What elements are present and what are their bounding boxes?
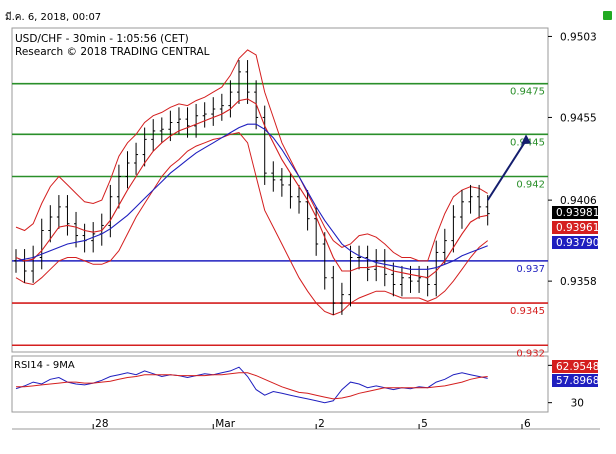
price-tick-label: 0.9358 [560, 276, 597, 288]
forecast-arrow-line [486, 139, 527, 201]
level-label-5: 0.932 [516, 348, 545, 359]
x-tick-label: 2 [318, 418, 325, 430]
rsi-tag-bg [552, 374, 598, 387]
chart-subtitle: Research © 2018 TRADING CENTRAL [15, 46, 210, 58]
ma-fast-line [15, 98, 488, 279]
x-tick-label: 6 [524, 418, 531, 430]
rsi-tag-label: 57.8968 [556, 375, 599, 387]
price-tag-label: 0.93961 [556, 222, 599, 234]
x-tick-label: Mar [215, 418, 235, 430]
rsi-line-1 [16, 372, 488, 400]
x-tick-label: 28 [95, 418, 108, 430]
window-timestamp: มี.ค. 6, 2018, 00:07 [5, 12, 102, 23]
forecast-arrow-head [521, 134, 531, 145]
price-tick-label: 0.9406 [560, 195, 597, 207]
price-tick-label: 0.9503 [560, 31, 597, 43]
price-tag-bg [552, 236, 598, 249]
rsi-line-0 [15, 366, 488, 404]
x-tick-label: 5 [421, 418, 428, 430]
level-label-0: 0.9475 [510, 87, 545, 98]
band-upper-line [15, 49, 488, 262]
level-label-4: 0.9345 [510, 306, 545, 317]
level-label-3: 0.937 [516, 264, 545, 275]
rsi-tag-bg [552, 360, 598, 373]
price-tick-label: 0.9455 [560, 112, 597, 124]
status-indicator [603, 11, 612, 20]
price-tag-bg [552, 221, 598, 234]
band-lower-line [15, 132, 489, 316]
chart-title: USD/CHF - 30min - 1:05:56 (CET) [15, 33, 189, 45]
level-label-2: 0.942 [516, 180, 545, 191]
price-tag-label: 0.93981 [556, 207, 599, 219]
rsi-title: RSI14 - 9MA [14, 360, 75, 371]
ma-slow-line [15, 123, 488, 270]
rsi-tag-label: 62.9548 [556, 361, 599, 373]
price-panel-frame [11, 27, 549, 353]
price-tag-bg [552, 206, 598, 219]
rsi-tick-label: 30 [571, 398, 584, 410]
rsi-panel-frame [11, 355, 549, 413]
price-tag-label: 0.93790 [556, 237, 599, 249]
